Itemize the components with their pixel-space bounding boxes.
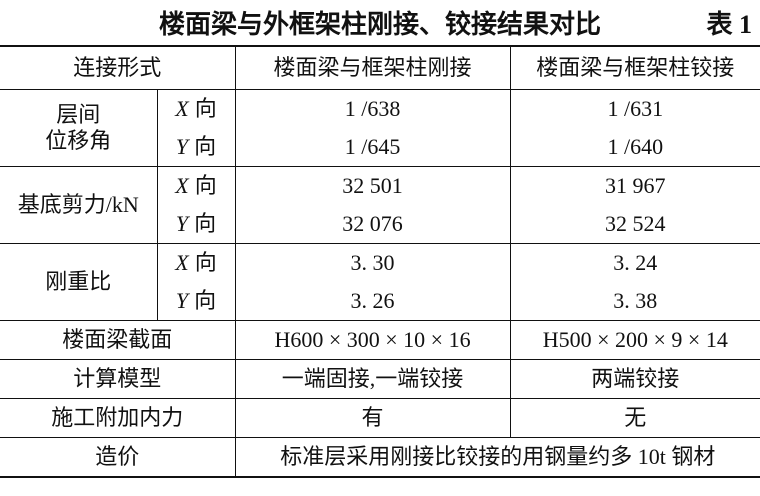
axis: Y — [175, 134, 189, 159]
header-row: 连接形式 楼面梁与框架柱刚接 楼面梁与框架柱铰接 — [0, 45, 760, 90]
axis: X — [175, 173, 189, 198]
table-title: 楼面梁与外框架柱刚接、铰接结果对比 — [158, 10, 601, 39]
hinged-value: 1 /640 — [509, 128, 760, 167]
rigid-value: 3. 30 — [234, 243, 511, 282]
hinged-value: H500 × 200 × 9 × 14 — [509, 320, 760, 360]
axis: Y — [175, 288, 189, 313]
hinged-value: 无 — [509, 398, 760, 438]
group-label-line: 层间 — [56, 102, 101, 127]
hinged-value: 32 524 — [509, 205, 760, 244]
group-label-line: 刚重比 — [45, 269, 112, 294]
row-label: 楼面梁截面 — [0, 320, 236, 360]
group-label: 刚重比 — [0, 243, 158, 321]
unit: 向 — [194, 96, 217, 121]
data-row: 层间 位移角 X 向 1 /638 1 /631 — [0, 89, 760, 167]
unit: 向 — [194, 288, 217, 313]
unit: 向 — [194, 211, 217, 236]
data-row: 施工附加内力有无 — [0, 398, 760, 438]
data-row: Y 向 32 076 32 524 — [0, 205, 760, 244]
hinged-value: 3. 24 — [509, 243, 760, 282]
unit: 向 — [194, 250, 217, 275]
row-label: 计算模型 — [0, 359, 236, 399]
rigid-value: 32 501 — [234, 166, 511, 205]
data-row: 刚重比 X 向 3. 30 3. 24 — [0, 243, 760, 321]
rigid-value: 3. 26 — [234, 282, 511, 321]
hinged-value: 1 /631 — [509, 89, 760, 128]
axis: Y — [175, 211, 189, 236]
data-row: 楼面梁截面 H600 × 300 × 10 × 16 H500 × 200 × 9 … — [0, 320, 760, 360]
rigid-value: 32 076 — [234, 205, 511, 244]
data-row: 基底剪力/kN X 向 32 501 31 967 — [0, 166, 760, 244]
cost-text: 标准层采用刚接比铰接的用钢量约多 10t 钢材 — [234, 437, 760, 478]
group-label-line: 位移角 — [45, 128, 112, 153]
rigid-value: 1 /638 — [234, 89, 511, 128]
rigid-value: 有 — [234, 398, 511, 438]
group-label: 层间 位移角 — [0, 89, 158, 167]
hinged-value: 3. 38 — [509, 282, 760, 321]
unit: 向 — [194, 134, 217, 159]
header-cell: 连接形式 — [0, 45, 236, 90]
group-label: 基底剪力/kN — [0, 166, 158, 244]
group-label-line: 基底剪力/kN — [17, 192, 139, 217]
table-label: 表 1 — [706, 10, 752, 39]
hinged-value: 两端铰接 — [509, 359, 760, 399]
unit: 向 — [194, 173, 217, 198]
axis: X — [175, 96, 189, 121]
header-cell: 楼面梁与框架柱铰接 — [509, 45, 760, 90]
rigid-value: H600 × 300 × 10 × 16 — [234, 320, 511, 360]
row-label: 施工附加内力 — [0, 398, 236, 438]
header-cell: 楼面梁与框架柱刚接 — [234, 45, 511, 90]
axis: X — [175, 250, 189, 275]
rigid-value: 1 /645 — [234, 128, 511, 167]
cost-row: 造价 标准层采用刚接比铰接的用钢量约多 10t 钢材 — [0, 437, 760, 478]
data-row: 计算模型 一端固接,一端铰接 两端铰接 — [0, 359, 760, 399]
hinged-value: 31 967 — [509, 166, 760, 205]
result-table: 连接形式 楼面梁与框架柱刚接 楼面梁与框架柱铰接 层间 位移角 X 向 1 /638 1 /63… — [0, 45, 760, 478]
rigid-value: 一端固接,一端铰接 — [234, 359, 511, 399]
data-row: Y 向 3. 26 3. 38 — [0, 282, 760, 321]
row-label: 造价 — [0, 437, 236, 478]
